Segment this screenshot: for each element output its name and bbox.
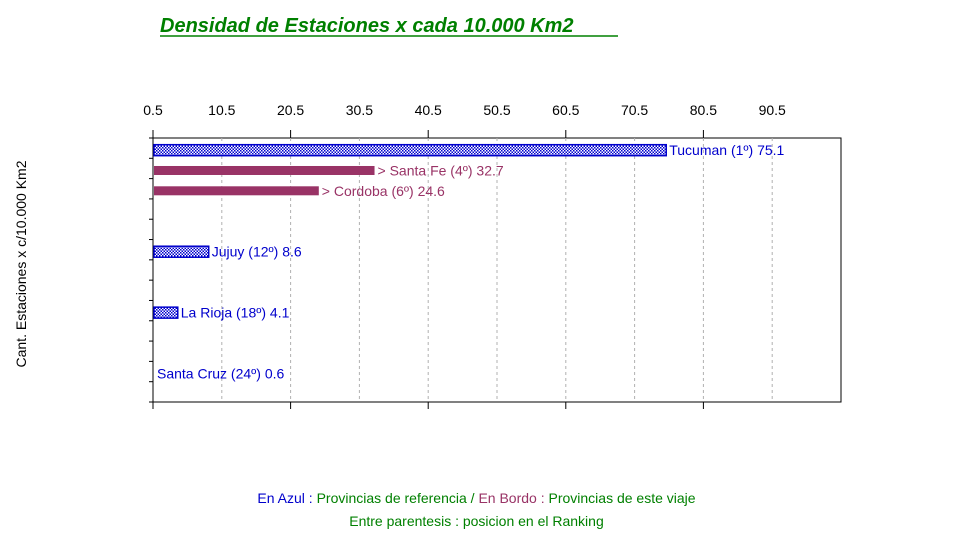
- legend-line-1: En Azul : Provincias de referencia / En …: [0, 490, 953, 506]
- bars: Tucuman (1º) 75.1 > Santa Fe (4º) 32.7 > C…: [153, 142, 785, 382]
- bar-label: Jujuy (12º) 8.6: [212, 244, 302, 260]
- density-chart: Densidad de Estaciones x cada 10.000 Km2…: [13, 15, 842, 409]
- legend-reference-text: Provincias de referencia /: [312, 490, 479, 506]
- x-tick-label: 60.5: [552, 102, 579, 118]
- bar: [154, 165, 375, 175]
- x-tick-label: 30.5: [346, 102, 373, 118]
- bar-label: La Rioja (18º) 4.1: [181, 305, 290, 321]
- bar-label: > Santa Fe (4º) 32.7: [378, 162, 504, 178]
- x-tick-label: 0.5: [143, 102, 163, 118]
- legend-bordo-label: En Bordo :: [478, 490, 545, 506]
- x-tick-label: 50.5: [483, 102, 510, 118]
- x-tick-label: 70.5: [621, 102, 648, 118]
- y-ticks: [149, 137, 153, 403]
- bar: [153, 306, 179, 319]
- x-tick-label: 40.5: [415, 102, 442, 118]
- legend-blue-label: En Azul :: [257, 490, 313, 506]
- x-tick-label: 80.5: [690, 102, 717, 118]
- chart-title: Densidad de Estaciones x cada 10.000 Km2: [160, 15, 574, 37]
- bar: [153, 245, 210, 258]
- x-ticks: 0.5 10.5 20.5 30.5 40.5 50.5 60.5 70.5 80.5 90.5: [143, 102, 786, 409]
- legend-line-2: Entre parentesis : posicion en el Rankin…: [349, 513, 604, 529]
- bar-label: > Cordoba (6º) 24.6: [322, 183, 445, 199]
- bar-label: Santa Cruz (24º) 0.6: [157, 366, 284, 382]
- bar-label: Tucuman (1º) 75.1: [669, 142, 784, 158]
- x-tick-label: 90.5: [759, 102, 786, 118]
- legend-trip-text: Provincias de este viaje: [544, 490, 696, 506]
- bar: [153, 143, 667, 157]
- y-axis-label: Cant. Estaciones x c/10.000 Km2: [13, 160, 29, 367]
- bar: [154, 186, 319, 196]
- x-tick-label: 10.5: [208, 102, 235, 118]
- x-tick-label: 20.5: [277, 102, 304, 118]
- grid-lines: [221, 138, 773, 402]
